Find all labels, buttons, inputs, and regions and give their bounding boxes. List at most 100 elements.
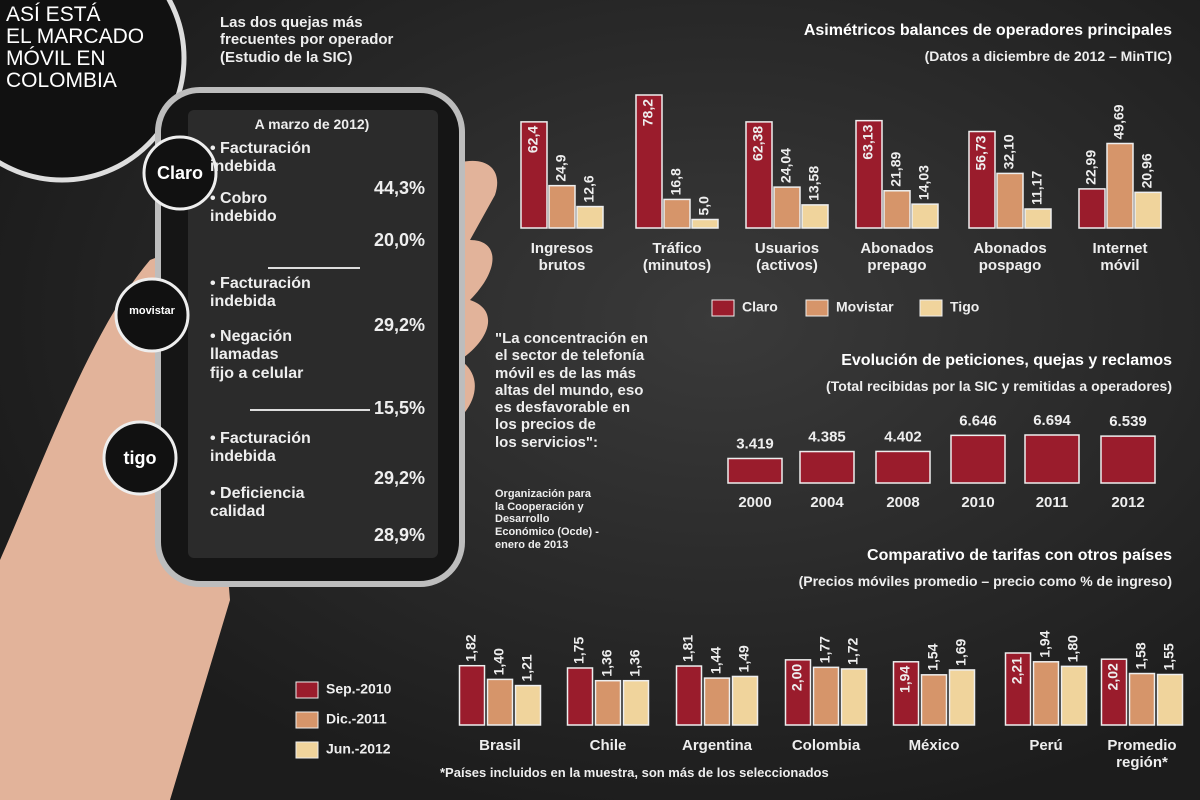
value-label: 14,03 xyxy=(916,165,932,200)
title-badge xyxy=(0,0,187,183)
bar xyxy=(883,190,911,229)
bar xyxy=(950,434,1006,484)
value-label: 6.646 xyxy=(959,412,997,429)
bar xyxy=(875,450,931,484)
complaint-value: 15,5% xyxy=(373,398,425,418)
x-tick-label: 2004 xyxy=(810,494,844,511)
chart-title: Evolución de peticiones, quejas y reclam… xyxy=(841,352,1172,369)
x-tick-label: Argentina xyxy=(681,737,752,754)
value-label: 1,69 xyxy=(953,638,969,665)
logo-movistar xyxy=(114,277,190,353)
x-tick-label: Perú xyxy=(1029,737,1063,754)
bar xyxy=(968,130,996,229)
value-label: 2,00 xyxy=(789,664,805,691)
value-label: 16,8 xyxy=(668,168,684,195)
bar xyxy=(727,457,783,484)
bar xyxy=(1100,658,1128,726)
chart-subtitle: (Precios móviles promedio – precio como … xyxy=(798,573,1172,589)
value-label: 11,17 xyxy=(1029,171,1045,205)
value-label: 22,99 xyxy=(1083,150,1099,185)
value-label: 1,54 xyxy=(925,643,941,670)
logo-claro xyxy=(142,135,218,211)
complaint-value: 29,2% xyxy=(373,315,425,335)
legend-label: Tigo xyxy=(950,299,979,315)
bar xyxy=(801,204,829,229)
bar xyxy=(548,184,576,229)
chart-title: Comparativo de tarifas con otros países xyxy=(867,547,1172,564)
value-label: 4.402 xyxy=(884,428,922,445)
chart-subtitle: (Datos a diciembre de 2012 – MinTIC) xyxy=(924,48,1172,64)
bar xyxy=(576,205,604,229)
bar xyxy=(1156,673,1184,726)
value-label: 21,89 xyxy=(888,152,904,187)
value-label: 24,9 xyxy=(553,154,569,181)
complaint-label: • Facturación indebida xyxy=(210,275,311,311)
value-label: 2,02 xyxy=(1105,663,1121,690)
x-tick-label: Tráfico (minutos) xyxy=(642,240,712,275)
value-label: 4.385 xyxy=(808,429,846,446)
phone-date: A marzo de 2012) xyxy=(254,116,370,132)
chart-subtitle: (Total recibidas por la SIC y remitidas … xyxy=(826,378,1172,394)
operator-logo: tigo xyxy=(123,448,157,468)
bar xyxy=(514,684,542,726)
value-label: 56,73 xyxy=(973,135,989,170)
x-tick-label: 2000 xyxy=(738,494,772,511)
x-tick-label: 2012 xyxy=(1111,494,1145,511)
complaint-label: • Deficiencia calidad xyxy=(210,485,305,521)
bar xyxy=(1134,191,1162,229)
value-label: 1,80 xyxy=(1065,635,1081,662)
x-tick-label: Brasil xyxy=(479,737,521,754)
bar xyxy=(892,661,920,726)
value-label: 1,82 xyxy=(463,634,479,661)
value-label: 3.419 xyxy=(736,435,774,452)
bar xyxy=(840,668,868,726)
operator-logo: Claro xyxy=(156,163,203,183)
legend-swatch xyxy=(711,299,735,317)
bar xyxy=(1106,142,1134,229)
legend-label: Claro xyxy=(742,299,778,315)
bar xyxy=(911,203,939,229)
bar xyxy=(675,665,703,726)
bar xyxy=(799,450,855,484)
bar xyxy=(566,667,594,726)
complaint-value: 20,0% xyxy=(373,230,425,250)
value-label: 20,96 xyxy=(1139,153,1155,188)
complaint-label: • Facturación indebida xyxy=(210,430,311,466)
legend-label: Dic.-2011 xyxy=(326,711,387,727)
bar xyxy=(1060,665,1088,726)
legend-swatch xyxy=(805,299,829,317)
x-tick-label: Internet móvil xyxy=(1092,240,1148,275)
bar xyxy=(1024,434,1080,484)
value-label: 78,2 xyxy=(640,99,656,126)
logo-tigo xyxy=(102,420,178,496)
value-label: 49,69 xyxy=(1111,104,1127,139)
value-label: 5,0 xyxy=(696,196,712,216)
legend-swatch xyxy=(295,711,319,729)
value-label: 1,94 xyxy=(897,666,913,693)
x-tick-label: 2010 xyxy=(961,494,995,511)
complaint-label: • Negación llamadas fijo a celular xyxy=(210,328,304,382)
value-label: 1,40 xyxy=(491,648,507,675)
operator-logo: movistar xyxy=(129,305,175,317)
complaint-label: • Facturación indebida xyxy=(210,140,311,176)
quote: "La concentración en el sector de telefo… xyxy=(495,330,648,451)
bar xyxy=(594,679,622,726)
legend-swatch xyxy=(295,681,319,699)
value-label: 12,6 xyxy=(581,175,597,202)
value-label: 6.694 xyxy=(1033,412,1071,429)
complaint-value: 28,9% xyxy=(373,525,425,545)
value-label: 13,58 xyxy=(806,166,822,201)
bar xyxy=(622,679,650,726)
legend-label: Sep.-2010 xyxy=(326,681,392,697)
bar xyxy=(703,677,731,726)
complaint-label: • Cobro indebido xyxy=(210,190,277,226)
x-tick-label: Colombia xyxy=(791,737,861,754)
bar xyxy=(1032,661,1060,726)
value-label: 1,21 xyxy=(519,654,535,681)
bar xyxy=(691,218,719,229)
phone-screen xyxy=(188,110,438,558)
value-label: 1,94 xyxy=(1037,630,1053,657)
bar xyxy=(458,664,486,726)
